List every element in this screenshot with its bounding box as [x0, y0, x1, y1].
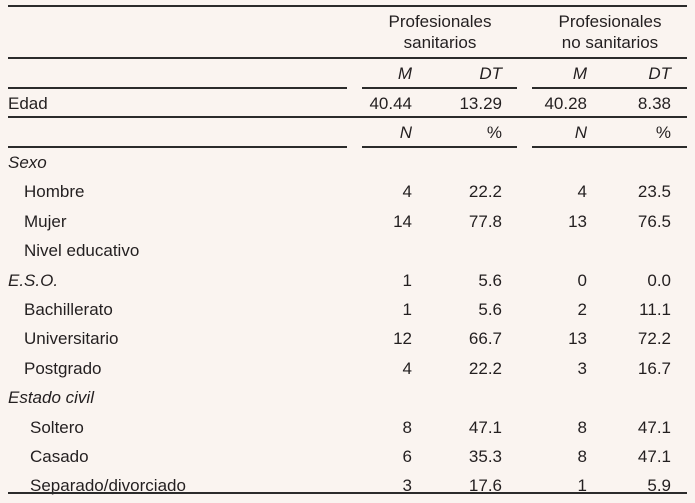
counts-rule-group1	[362, 146, 517, 148]
subheader-dt: DT	[648, 64, 671, 83]
cell-value: 8	[402, 417, 412, 437]
row-label: Postgrado	[24, 358, 102, 378]
row-label: Edad	[8, 94, 48, 113]
cell-value: 5.6	[478, 270, 502, 290]
cell-value: 22.2	[468, 358, 502, 378]
table-row: Estado civil	[8, 383, 687, 412]
row-label: Mujer	[24, 211, 67, 231]
row-label: Nivel educativo	[24, 241, 140, 261]
cell-value: 14	[393, 211, 412, 231]
cell-value: 3	[577, 358, 587, 378]
cell-value: 72.2	[637, 329, 671, 349]
header-rule	[8, 57, 687, 59]
subheader-m: M	[572, 64, 587, 83]
table-top-rule	[8, 5, 687, 7]
table-row: Mujer 14 77.8 13 76.5	[8, 207, 687, 236]
table-row: Postgrado 4 22.2 3 16.7	[8, 354, 687, 383]
subheader-n: N	[574, 123, 587, 142]
subheader-percent: %	[655, 123, 671, 142]
table-bottom-rule	[8, 492, 687, 494]
edad-rule	[8, 116, 687, 118]
table-row: Bachillerato 1 5.6 2 11.1	[8, 295, 687, 324]
cell-value: 40.28	[544, 94, 587, 113]
cell-value: 1	[402, 300, 412, 319]
cell-value: 17.6	[468, 476, 502, 496]
cell-value: 66.7	[468, 329, 502, 349]
table-row: Soltero 8 47.1 8 47.1	[8, 413, 687, 442]
row-label: E.S.O.	[8, 270, 59, 290]
row-label: Hombre	[24, 182, 85, 202]
cell-value: 76.5	[637, 211, 671, 231]
cell-value: 8	[577, 417, 587, 437]
cell-value: 12	[393, 329, 412, 349]
cell-value: 47.1	[637, 417, 671, 437]
row-label: Bachillerato	[24, 300, 113, 319]
subheader-dt: DT	[479, 64, 502, 83]
cell-value: 77.8	[468, 211, 502, 231]
row-label: Sexo	[8, 153, 47, 172]
cell-value: 47.1	[637, 447, 671, 466]
cell-value: 47.1	[468, 417, 502, 437]
cell-value: 1	[402, 270, 412, 290]
counts-rule-label	[8, 146, 347, 148]
table-row: Sexo	[8, 148, 687, 177]
cell-value: 40.44	[369, 94, 412, 113]
cell-value: 0.0	[647, 270, 671, 290]
group-header-line2: sanitarios	[403, 33, 477, 52]
row-label: Separado/divorciado	[30, 476, 186, 496]
cell-value: 5.9	[647, 476, 671, 496]
counts-rule-group2	[532, 146, 687, 148]
cell-value: 0	[577, 270, 587, 290]
cell-value: 8	[577, 447, 587, 466]
table-row: Nivel educativo	[8, 236, 687, 265]
cell-value: 13	[568, 329, 587, 349]
cell-value: 23.5	[637, 182, 671, 202]
row-label: Universitario	[24, 329, 119, 349]
row-label: Estado civil	[8, 388, 94, 408]
group-header-sanitarios: Profesionales sanitarios	[360, 11, 520, 53]
cell-value: 1	[577, 476, 587, 496]
cell-value: 13	[568, 211, 587, 231]
subheader-n: N	[399, 123, 412, 142]
group-header-line1: Profesionales	[388, 12, 492, 31]
cell-value: 6	[402, 447, 412, 466]
cell-value: 16.7	[637, 358, 671, 378]
subheader-rule-group2	[532, 87, 687, 89]
subheader-m: M	[397, 64, 412, 83]
cell-value: 4	[577, 182, 587, 202]
cell-value: 11.1	[639, 300, 671, 319]
table-row-edad: Edad 40.44 13.29 40.28 8.38	[8, 89, 687, 118]
row-label: Casado	[30, 447, 89, 466]
table-row: Separado/divorciado 3 17.6 1 5.9	[8, 471, 687, 500]
subheader-rule-group1	[362, 87, 517, 89]
cell-value: 4	[402, 358, 412, 378]
table-row: E.S.O. 1 5.6 0 0.0	[8, 266, 687, 295]
cell-value: 35.3	[468, 447, 502, 466]
cell-value: 4	[402, 182, 412, 202]
group-header-line2: no sanitarios	[561, 33, 659, 52]
group-header-no-sanitarios: Profesionales no sanitarios	[530, 11, 690, 53]
cell-value: 3	[402, 476, 412, 496]
table-row: Universitario 12 66.7 13 72.2	[8, 324, 687, 353]
row-label: Soltero	[30, 417, 84, 437]
cell-value: 2	[577, 300, 587, 319]
cell-value: 22.2	[468, 182, 502, 202]
cell-value: 8.38	[637, 94, 671, 113]
counts-subheader-row: N % N %	[8, 118, 687, 147]
group-header-line1: Profesionales	[558, 12, 662, 31]
stats-subheader-row: M DT M DT	[8, 59, 687, 88]
cell-value: 13.29	[459, 94, 502, 113]
cell-value: 5.6	[478, 300, 502, 319]
subheader-rule-label	[8, 87, 347, 89]
table-row: Hombre 4 22.2 4 23.5	[8, 177, 687, 206]
table-row: Casado 6 35.3 8 47.1	[8, 442, 687, 471]
subheader-percent: %	[486, 123, 502, 142]
